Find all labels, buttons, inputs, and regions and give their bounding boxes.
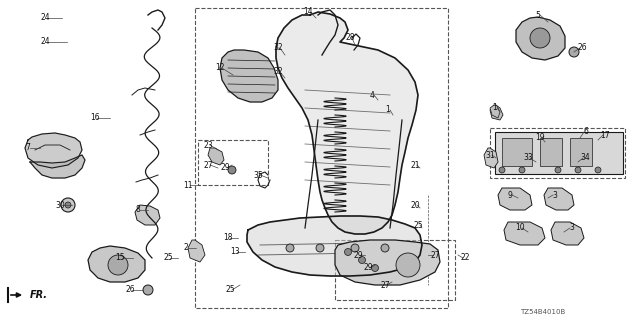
Text: 8: 8 bbox=[136, 205, 140, 214]
Text: 32: 32 bbox=[273, 68, 283, 76]
Text: 1: 1 bbox=[386, 106, 390, 115]
Text: 3: 3 bbox=[570, 223, 575, 233]
Bar bbox=[502, 138, 532, 166]
Text: 7: 7 bbox=[26, 143, 31, 153]
Text: 26: 26 bbox=[577, 44, 587, 52]
Text: 23: 23 bbox=[203, 140, 213, 149]
Circle shape bbox=[351, 244, 359, 252]
Text: 12: 12 bbox=[215, 63, 225, 73]
Polygon shape bbox=[188, 240, 205, 262]
Polygon shape bbox=[135, 205, 160, 225]
Polygon shape bbox=[208, 148, 224, 165]
Text: 14: 14 bbox=[303, 7, 313, 17]
Text: 33: 33 bbox=[523, 154, 533, 163]
Text: 10: 10 bbox=[515, 223, 525, 233]
Bar bbox=[490, 128, 625, 178]
Circle shape bbox=[286, 244, 294, 252]
Text: 17: 17 bbox=[600, 131, 610, 140]
Text: 2: 2 bbox=[184, 244, 188, 252]
Text: 26: 26 bbox=[125, 285, 135, 294]
Text: 6: 6 bbox=[584, 127, 588, 137]
Bar bbox=[495, 132, 623, 174]
Text: 13: 13 bbox=[230, 247, 240, 257]
Circle shape bbox=[228, 166, 236, 174]
Text: 29: 29 bbox=[353, 251, 363, 260]
Text: 32: 32 bbox=[273, 44, 283, 52]
Circle shape bbox=[371, 265, 378, 271]
Polygon shape bbox=[30, 155, 85, 178]
Text: 27: 27 bbox=[430, 251, 440, 260]
Circle shape bbox=[396, 253, 420, 277]
Polygon shape bbox=[551, 222, 584, 245]
Circle shape bbox=[569, 47, 579, 57]
Circle shape bbox=[519, 167, 525, 173]
Text: 25: 25 bbox=[163, 253, 173, 262]
Text: 29: 29 bbox=[363, 263, 373, 273]
Text: 1: 1 bbox=[493, 103, 497, 113]
Circle shape bbox=[65, 202, 71, 208]
Circle shape bbox=[381, 244, 389, 252]
Text: 5: 5 bbox=[536, 11, 540, 20]
Circle shape bbox=[575, 167, 581, 173]
Circle shape bbox=[595, 167, 601, 173]
Polygon shape bbox=[498, 188, 532, 210]
Bar bbox=[540, 138, 562, 166]
Bar bbox=[570, 138, 592, 166]
Polygon shape bbox=[490, 105, 503, 120]
Polygon shape bbox=[220, 50, 278, 102]
Text: 31: 31 bbox=[485, 150, 495, 159]
Text: 20: 20 bbox=[410, 201, 420, 210]
Text: 25: 25 bbox=[225, 285, 235, 294]
Text: 24: 24 bbox=[40, 37, 50, 46]
Text: 27: 27 bbox=[380, 281, 390, 290]
Polygon shape bbox=[25, 133, 82, 168]
Text: TZ54B4010B: TZ54B4010B bbox=[520, 309, 565, 315]
Text: FR.: FR. bbox=[30, 290, 48, 300]
Text: 28: 28 bbox=[345, 34, 355, 43]
Circle shape bbox=[143, 285, 153, 295]
Text: 24: 24 bbox=[40, 13, 50, 22]
Circle shape bbox=[316, 244, 324, 252]
Circle shape bbox=[61, 198, 75, 212]
Text: 3: 3 bbox=[552, 190, 557, 199]
Bar bbox=[195, 8, 448, 308]
Text: 35: 35 bbox=[253, 171, 263, 180]
Text: 16: 16 bbox=[90, 114, 100, 123]
Polygon shape bbox=[247, 216, 422, 276]
Polygon shape bbox=[544, 188, 574, 210]
Text: 21: 21 bbox=[410, 161, 420, 170]
Circle shape bbox=[555, 167, 561, 173]
Bar bbox=[335, 240, 455, 300]
Circle shape bbox=[499, 167, 505, 173]
Text: 22: 22 bbox=[460, 253, 470, 262]
Polygon shape bbox=[335, 240, 440, 285]
Text: 25: 25 bbox=[413, 220, 423, 229]
Polygon shape bbox=[516, 17, 565, 60]
Polygon shape bbox=[88, 246, 145, 282]
Circle shape bbox=[358, 257, 365, 263]
Text: 15: 15 bbox=[115, 253, 125, 262]
Polygon shape bbox=[484, 148, 498, 168]
Text: 19: 19 bbox=[535, 133, 545, 142]
Circle shape bbox=[530, 28, 550, 48]
Text: 34: 34 bbox=[580, 154, 590, 163]
Polygon shape bbox=[490, 105, 500, 118]
Text: 11: 11 bbox=[183, 180, 193, 189]
Polygon shape bbox=[504, 222, 545, 245]
Text: 27: 27 bbox=[203, 161, 213, 170]
Circle shape bbox=[344, 249, 351, 255]
Polygon shape bbox=[276, 12, 418, 234]
Bar bbox=[198, 140, 268, 185]
Text: 9: 9 bbox=[508, 190, 513, 199]
Circle shape bbox=[108, 255, 128, 275]
Text: 30: 30 bbox=[55, 201, 65, 210]
Text: 29: 29 bbox=[220, 164, 230, 172]
Text: 4: 4 bbox=[369, 91, 374, 100]
Text: 18: 18 bbox=[223, 234, 233, 243]
